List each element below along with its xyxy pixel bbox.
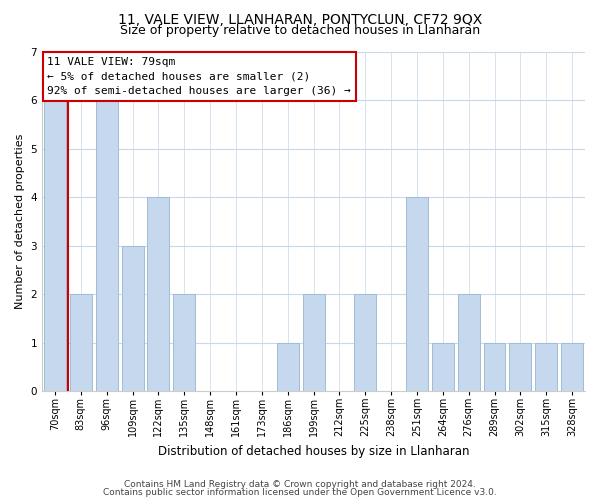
Text: Size of property relative to detached houses in Llanharan: Size of property relative to detached ho…	[120, 24, 480, 37]
Bar	[406, 197, 428, 391]
Bar	[148, 197, 169, 391]
Bar	[484, 342, 505, 391]
Text: Contains public sector information licensed under the Open Government Licence v3: Contains public sector information licen…	[103, 488, 497, 497]
Bar	[277, 342, 299, 391]
Y-axis label: Number of detached properties: Number of detached properties	[15, 134, 25, 309]
X-axis label: Distribution of detached houses by size in Llanharan: Distribution of detached houses by size …	[158, 444, 469, 458]
Text: 11 VALE VIEW: 79sqm
← 5% of detached houses are smaller (2)
92% of semi-detached: 11 VALE VIEW: 79sqm ← 5% of detached hou…	[47, 56, 351, 96]
Text: Contains HM Land Registry data © Crown copyright and database right 2024.: Contains HM Land Registry data © Crown c…	[124, 480, 476, 489]
Bar	[509, 342, 532, 391]
Bar	[122, 246, 143, 391]
Bar	[354, 294, 376, 391]
Bar	[535, 342, 557, 391]
Bar	[173, 294, 195, 391]
Text: 11, VALE VIEW, LLANHARAN, PONTYCLUN, CF72 9QX: 11, VALE VIEW, LLANHARAN, PONTYCLUN, CF7…	[118, 12, 482, 26]
Bar	[561, 342, 583, 391]
Bar	[44, 100, 66, 391]
Bar	[458, 294, 479, 391]
Bar	[302, 294, 325, 391]
Bar	[70, 294, 92, 391]
Bar	[432, 342, 454, 391]
Bar	[95, 100, 118, 391]
